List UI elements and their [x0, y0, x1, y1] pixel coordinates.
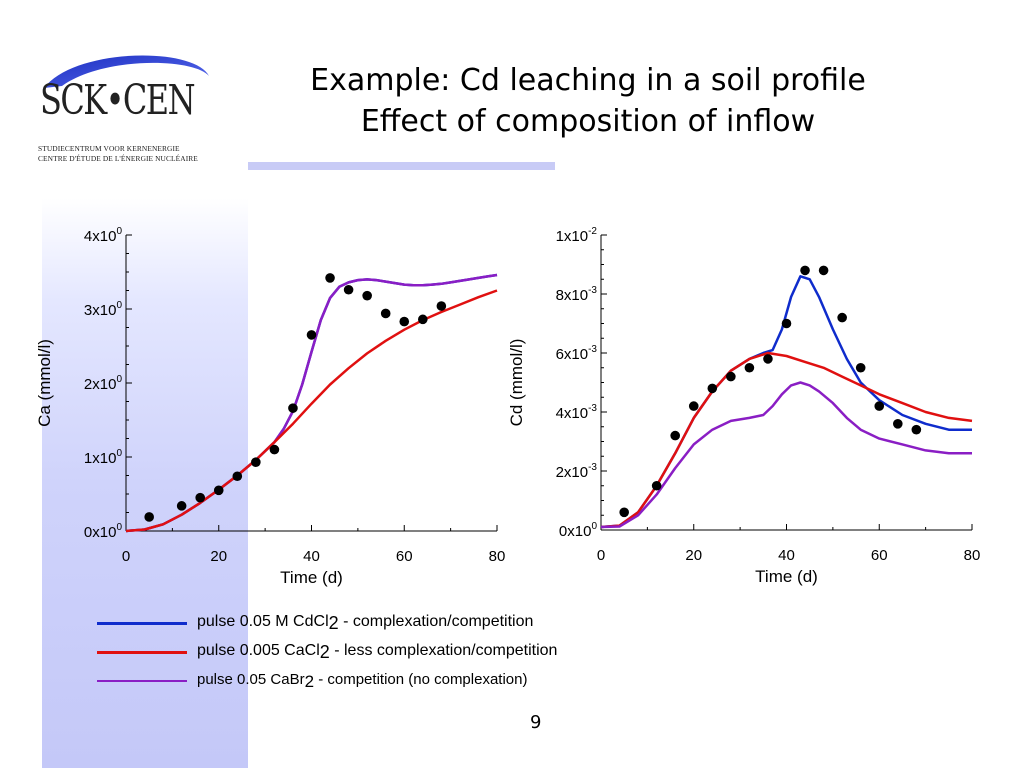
legend-swatch-purple — [97, 680, 187, 682]
y-tick-label: 1x10-2 — [556, 226, 598, 245]
x-tick-label: 40 — [778, 547, 795, 564]
y-tick-label: 0x100 — [559, 521, 598, 540]
y-axis-label: Ca (mmol/l) — [35, 339, 54, 427]
data-point — [800, 265, 810, 276]
x-tick-label: 0 — [597, 547, 605, 564]
data-point — [343, 284, 354, 295]
x-tick-label: 60 — [396, 548, 413, 565]
data-point — [651, 480, 662, 491]
data-point — [436, 301, 447, 311]
y-tick-label: 8x10-3 — [556, 285, 598, 304]
x-tick-label: 0 — [122, 548, 130, 565]
legend-label: pulse 0.05 M CdCl2 - complexation/compet… — [197, 613, 534, 633]
x-tick-label: 80 — [489, 548, 506, 565]
logo-subtitle-line-1: STUDIECENTRUM VOOR KERNENERGIE — [38, 144, 180, 153]
x-tick-label: 80 — [964, 547, 981, 564]
data-point — [688, 401, 699, 411]
series-line-1 — [600, 351, 973, 529]
y-tick-label: 2x10-3 — [556, 462, 598, 481]
data-point — [818, 265, 829, 276]
legend-label: pulse 0.005 CaCl2 - less complexation/co… — [197, 642, 558, 662]
data-point — [619, 507, 629, 518]
data-point — [874, 401, 885, 411]
x-axis-label: Time (d) — [280, 568, 343, 587]
y-tick-label: 4x10-3 — [556, 403, 598, 422]
data-point — [144, 512, 154, 522]
data-point — [399, 316, 410, 327]
data-point — [893, 419, 903, 429]
x-tick-label: 20 — [685, 547, 702, 564]
y-tick-label: 6x10-3 — [556, 344, 598, 363]
data-point — [176, 501, 187, 511]
title-line-2: Effect of composition of inflow — [360, 104, 816, 139]
data-point — [837, 312, 847, 323]
x-tick-label: 20 — [210, 548, 227, 565]
legend-swatch-blue — [97, 622, 187, 625]
page-number: 9 — [530, 712, 542, 733]
decorative-side-band — [42, 198, 248, 768]
data-point — [418, 314, 428, 325]
sck-cen-logo: SCK•CEN STUDIECENTRUM VOOR KERNENERGIE C… — [34, 48, 224, 168]
data-point — [380, 308, 391, 319]
logo-swoosh-icon — [44, 55, 209, 88]
data-point — [306, 330, 317, 340]
data-point — [763, 354, 773, 364]
data-point — [781, 318, 792, 329]
series-line-2 — [600, 381, 972, 529]
data-point — [744, 362, 755, 373]
data-point — [362, 290, 372, 301]
title-underline-bar — [248, 162, 555, 170]
x-axis-label: Time (d) — [755, 567, 818, 586]
data-point — [707, 383, 718, 394]
legend-label: pulse 0.05 CaBr2 - competition (no compl… — [197, 671, 528, 691]
series-line-2 — [125, 289, 498, 533]
y-axis-label: Cd (mmol/l) — [507, 339, 526, 427]
data-point — [911, 424, 922, 435]
y-tick-label: 1x100 — [84, 448, 123, 467]
y-tick-label: 0x100 — [84, 522, 123, 541]
x-tick-label: 60 — [871, 547, 888, 564]
cd-leaching-chart: 0 20 40 60 80 0x100 2x10-3 4x10-3 6x10-3 8x10-3 1x… — [507, 226, 980, 586]
data-point — [855, 362, 866, 373]
x-tick-label: 40 — [303, 548, 320, 565]
slide-title: Example: Cd leaching in a soil profile E… — [248, 60, 928, 142]
data-point — [195, 492, 205, 503]
data-point — [232, 471, 243, 482]
data-point — [251, 457, 261, 467]
data-point — [726, 371, 736, 382]
logo-subtitle-line-2: CENTRE D'ÉTUDE DE L'ÉNERGIE NUCLÉAIRE — [38, 154, 198, 163]
legend-swatch-red — [97, 651, 187, 654]
y-tick-label: 4x100 — [84, 226, 123, 245]
logo-wordmark: SCK•CEN — [40, 76, 196, 124]
data-point — [670, 430, 680, 441]
data-point — [213, 485, 224, 496]
data-point — [325, 273, 335, 283]
title-line-1: Example: Cd leaching in a soil profile — [310, 63, 866, 98]
y-tick-label: 2x100 — [84, 374, 123, 393]
ca-leaching-chart: 0 20 40 60 80 0x100 1x100 2x100 3x100 4x100 Time (… — [35, 226, 505, 587]
data-point — [288, 403, 298, 413]
data-point — [269, 444, 280, 455]
y-tick-label: 3x100 — [84, 300, 123, 319]
